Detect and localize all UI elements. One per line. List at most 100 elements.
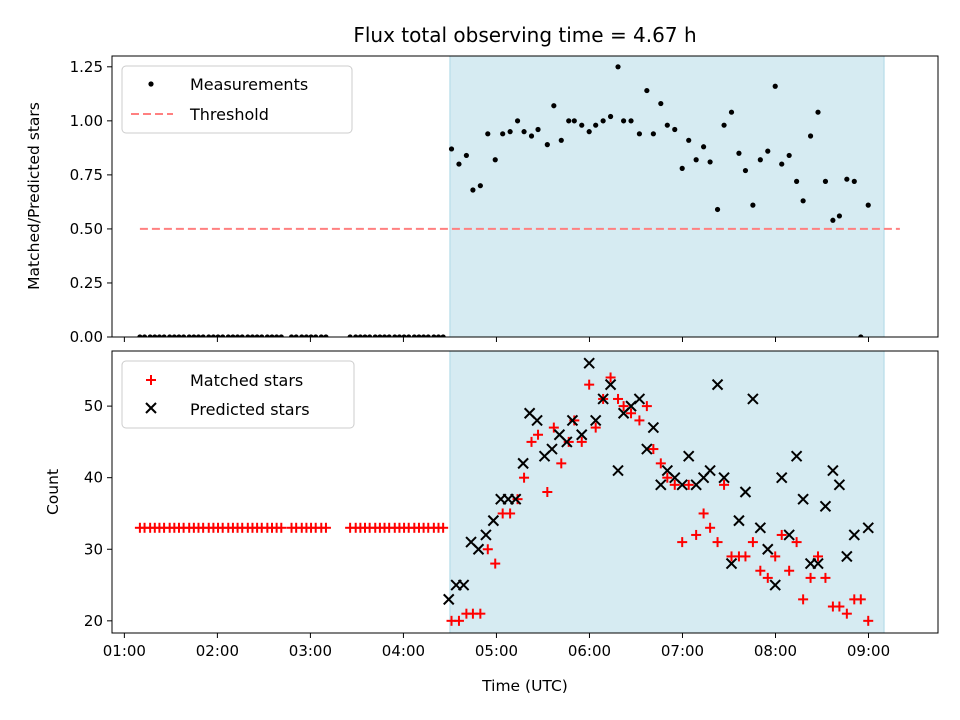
- x-tick-label: 03:00: [289, 642, 332, 660]
- measurement-point: [215, 334, 221, 337]
- measurement-point: [586, 129, 592, 135]
- measurement-point: [865, 202, 871, 208]
- matched-star-point: [569, 415, 580, 426]
- measurement-point: [728, 109, 735, 115]
- measurement-point: [693, 157, 699, 163]
- measurement-point: [353, 334, 359, 337]
- predicted-star-point: [848, 529, 860, 541]
- predicted-star-point: [641, 443, 653, 455]
- matched-star-point: [605, 372, 616, 383]
- matched-star-point: [626, 408, 637, 419]
- measurement-point: [551, 103, 557, 109]
- measurement-point: [313, 334, 319, 337]
- bottom-shaded-region: [449, 350, 885, 634]
- predicted-star-point: [683, 450, 695, 462]
- legend-label-predicted: Predicted stars: [190, 400, 310, 419]
- measurement-point: [836, 213, 843, 219]
- measurement-point: [521, 129, 527, 135]
- predicted-star-point: [711, 378, 724, 391]
- measurement-point: [566, 118, 572, 124]
- measurement-point: [485, 131, 491, 137]
- measurement-point: [367, 334, 373, 337]
- y-tick-label: 1.00: [70, 112, 103, 130]
- predicted-star-point: [576, 429, 588, 441]
- predicted-star-point: [480, 529, 492, 541]
- measurement-point: [137, 334, 143, 337]
- measurement-point: [707, 159, 713, 165]
- measurement-point: [396, 334, 403, 337]
- matched-star-point: [805, 572, 816, 583]
- bottom-x-axis: 01:00 02:00 03:00 04:00 05:00 06:00 07:00 08:00…: [103, 633, 890, 660]
- matched-stars-series: [134, 372, 874, 626]
- matched-star-point: [505, 508, 516, 519]
- predicted-star-point: [655, 479, 667, 491]
- measurement-point: [620, 118, 627, 124]
- legend-label-matched: Matched stars: [190, 371, 303, 390]
- predicted-star-point: [776, 471, 788, 484]
- measurement-point: [239, 334, 245, 337]
- measurement-point: [293, 334, 299, 337]
- predicted-stars-series: [443, 357, 874, 606]
- bottom-y-axis-label: Count: [44, 469, 62, 515]
- measurement-point: [381, 334, 388, 337]
- bottom-x-axis-label: Time (UTC): [481, 677, 568, 695]
- matched-star-point: [438, 522, 449, 533]
- measurement-point: [558, 137, 564, 143]
- measurement-point: [425, 334, 431, 337]
- predicted-star-point: [633, 393, 646, 405]
- measurement-point: [463, 152, 469, 159]
- measurement-point: [264, 334, 270, 337]
- measurement-point: [535, 126, 541, 133]
- predicted-star-point: [739, 486, 752, 498]
- matched-star-point: [556, 458, 567, 469]
- matched-star-point: [590, 422, 601, 433]
- matched-star-point: [691, 529, 702, 540]
- matched-star-point: [618, 401, 629, 412]
- x-tick-label: 06:00: [568, 642, 611, 660]
- x-tick-label: 01:00: [103, 642, 146, 660]
- bottom-y-axis: 20 30 40 50: [84, 397, 112, 630]
- predicted-star-point: [704, 464, 716, 477]
- measurement-point: [195, 334, 202, 337]
- measurement-point: [736, 150, 742, 156]
- measurement-point: [742, 167, 749, 174]
- predicted-star-point: [790, 450, 803, 462]
- measurement-point: [416, 334, 422, 337]
- predicted-star-point: [725, 557, 738, 570]
- matched-star-point: [276, 522, 287, 533]
- x-tick-label: 05:00: [475, 642, 518, 660]
- top-y-axis-label: Matched/Predicted stars: [25, 102, 43, 290]
- measurement-point: [822, 178, 829, 184]
- predicted-star-point: [754, 522, 767, 534]
- predicted-star-point: [769, 579, 781, 591]
- measurement-point: [492, 157, 498, 163]
- measurement-point: [500, 131, 506, 137]
- predicted-star-point: [718, 471, 730, 484]
- measurement-point: [191, 334, 197, 337]
- predicted-star-point: [783, 529, 795, 541]
- measurement-point: [431, 334, 437, 337]
- predicted-star-point: [531, 414, 543, 427]
- matched-star-point: [548, 422, 559, 433]
- matched-star-point: [677, 537, 688, 548]
- predicted-star-point: [517, 457, 529, 470]
- measurement-point: [167, 334, 173, 337]
- matched-star-point: [490, 558, 501, 569]
- measurement-point: [448, 146, 455, 152]
- legend-label-threshold: Threshold: [189, 105, 269, 124]
- measurement-point: [607, 113, 614, 120]
- measurement-point: [234, 334, 241, 337]
- measurement-point: [528, 133, 535, 139]
- measurement-point: [650, 131, 656, 137]
- matched-star-point: [712, 537, 723, 548]
- predicted-star-point: [589, 414, 602, 427]
- legend-marker-measurements: [148, 81, 154, 87]
- measurement-point: [858, 334, 864, 337]
- matched-star-point: [669, 479, 680, 490]
- measurement-point: [440, 334, 446, 337]
- measurement-point: [628, 118, 634, 124]
- matched-star-point: [475, 608, 486, 619]
- measurement-point: [435, 334, 442, 337]
